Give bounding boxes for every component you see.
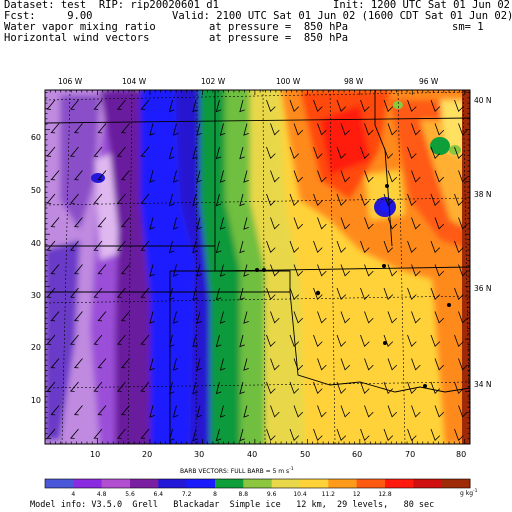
longitude-labels: 106 W 104 W 102 W 100 W 98 W 96 W (58, 77, 439, 86)
colorbar-swatch (328, 479, 358, 488)
colorbar-value: 10.4 (293, 491, 307, 498)
latitude-labels: 40 N 38 N 36 N 34 N (474, 96, 492, 389)
colorbar-swatch (186, 479, 216, 488)
lon-label: 102 W (201, 77, 226, 86)
y-tick-label: 20 (31, 343, 41, 352)
colorbar-swatch (356, 479, 386, 488)
colorbar-value: 5.6 (125, 491, 135, 498)
header-init: Init: 1200 UTC Sat 01 Jun 02 (333, 0, 511, 11)
barbs-title: BARB VECTORS: FULL BARB = 5 m s-1 (180, 466, 294, 475)
colorbar-value: 7.2 (182, 491, 192, 498)
lat-label: 38 N (474, 190, 492, 199)
colorbar-swatch (385, 479, 414, 488)
wind-barbs (46, 99, 468, 442)
header-dataset: Dataset: test RIP: rip20020601 d1 (4, 0, 219, 11)
moisture-field (45, 90, 470, 444)
colorbar-value: 4 (71, 491, 75, 498)
header-valid: Valid: 2100 UTC Sat 01 Jun 02 (1600 CDT … (172, 10, 512, 22)
y-tick-label: 40 (31, 239, 41, 248)
header-field2-level: at pressure = 850 hPa (209, 32, 349, 44)
header-field2: Horizontal wind vectors (4, 32, 150, 44)
lat-label: 34 N (474, 380, 492, 389)
x-tick-label: 80 (456, 450, 466, 459)
lon-label: 100 W (276, 77, 301, 86)
x-tick-label: 70 (405, 450, 415, 459)
lat-label: 36 N (474, 284, 492, 293)
x-tick-label: 10 (90, 450, 100, 459)
colorbar-labels: 4 4.8 5.6 6.4 7.2 8 8.8 9.6 10.4 11.2 12 12.8 (71, 491, 391, 498)
header-fcst: Fcst: 9.00 (4, 10, 93, 22)
colorbar-value: 8 (213, 491, 217, 498)
lon-label: 104 W (122, 77, 147, 86)
y-tick-labels: 60 50 40 30 20 10 (31, 133, 41, 405)
colorbar-swatch (130, 479, 159, 488)
y-tick-label: 10 (31, 396, 41, 405)
y-tick-label: 50 (31, 186, 41, 195)
colorbar-swatch (271, 479, 301, 488)
colorbar-swatch (441, 479, 471, 488)
x-tick-label: 20 (142, 450, 152, 459)
colorbar-swatch (45, 479, 74, 488)
colorbar-swatch (73, 479, 103, 488)
plot-frame (44, 89, 471, 445)
colorbar-swatch (158, 479, 188, 488)
colorbar-value: 12 (353, 491, 361, 498)
colorbar (44, 478, 471, 489)
lon-label: 106 W (58, 77, 83, 86)
colorbar-value: 9.6 (267, 491, 277, 498)
model-info-footer: Model info: V3.5.0 Grell Blackadar Simpl… (30, 500, 435, 510)
x-tick-label: 40 (247, 450, 257, 459)
colorbar-value: 11.2 (322, 491, 336, 498)
x-tick-label: 30 (194, 450, 204, 459)
y-tick-label: 30 (31, 291, 41, 300)
y-tick-label: 60 (31, 133, 41, 142)
colorbar-swatch (243, 479, 273, 488)
colorbar-swatch (413, 479, 443, 488)
x-tick-labels: 10 20 30 40 50 60 70 80 (90, 450, 466, 459)
colorbar-swatch (300, 479, 329, 488)
header-sm: sm= 1 (452, 21, 484, 33)
header-field1: Water vapor mixing ratio (4, 21, 156, 33)
colorbar-swatch (101, 479, 131, 488)
x-tick-label: 50 (300, 450, 310, 459)
axis-ticks (44, 90, 470, 445)
colorbar-value: 4.8 (97, 491, 107, 498)
x-tick-label: 60 (352, 450, 362, 459)
colorbar-value: 6.4 (154, 491, 164, 498)
colorbar-unit: g kg-1 (460, 488, 478, 497)
header-field1-level: at pressure = 850 hPa (209, 21, 349, 33)
colorbar-frame (44, 478, 471, 489)
city-markers (255, 184, 451, 388)
colorbar-swatch (215, 479, 244, 488)
colorbar-value: 12.8 (378, 491, 392, 498)
colorbar-value: 8.8 (239, 491, 249, 498)
lon-label: 98 W (344, 77, 364, 86)
lon-label: 96 W (419, 77, 439, 86)
lat-label: 40 N (474, 96, 492, 105)
